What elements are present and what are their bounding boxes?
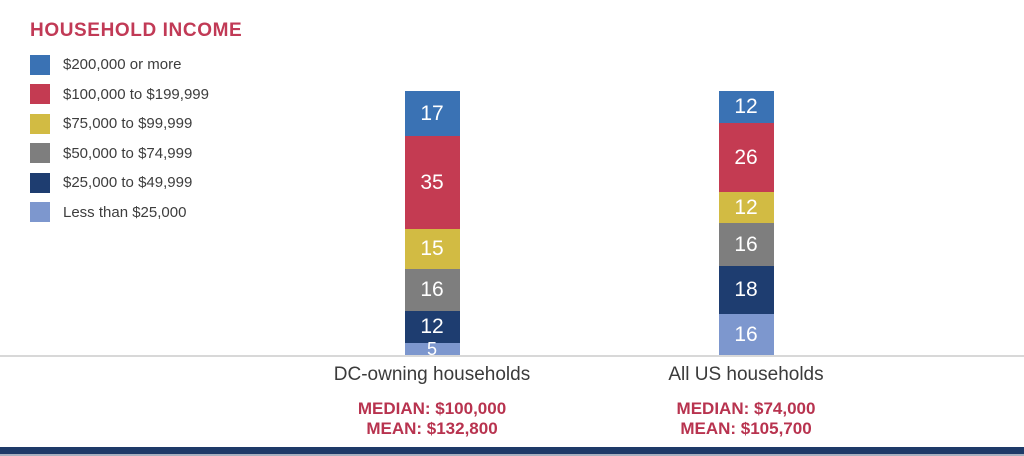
x-axis-line — [0, 355, 1024, 357]
legend-swatch — [30, 54, 50, 75]
bar-segment-value: 12 — [734, 95, 758, 119]
legend-item: $25,000 to $49,999 — [30, 172, 209, 193]
legend-swatch — [30, 84, 50, 104]
legend: $200,000 or more $100,000 to $199,999 $75,… — [30, 54, 209, 231]
legend-label: $25,000 to $49,999 — [63, 174, 193, 191]
legend-swatch — [30, 172, 50, 193]
bar-segment: 16 — [404, 268, 460, 311]
legend-item: $50,000 to $74,999 — [30, 143, 209, 164]
bar-segment-value: 12 — [420, 315, 444, 339]
bar-segment: 12 — [718, 91, 774, 123]
bar-segment: 35 — [404, 136, 460, 229]
legend-swatch — [30, 202, 50, 222]
bar-segment-value: 12 — [734, 196, 758, 220]
mean-stat-label: MEAN: $105,700 — [680, 419, 812, 438]
bar-segment-value: 26 — [734, 145, 758, 169]
mean-stat-label: MEAN: $132,800 — [366, 419, 498, 438]
bar-segment-value: 15 — [420, 237, 444, 261]
stacked-bar: 12 26 12 16 18 16 — [718, 91, 774, 356]
bar-segment-value: 16 — [734, 323, 758, 347]
median-stat-label: MEDIAN: $100,000 — [357, 399, 507, 418]
category-label: DC-owning households — [333, 364, 531, 385]
bar-segment: 5 — [404, 339, 460, 360]
legend-swatch — [30, 143, 50, 163]
chart-title: HOUSEHOLD INCOME — [30, 20, 243, 41]
median-stat-label: MEDIAN: $74,000 — [676, 399, 816, 418]
category-label: All US households — [668, 364, 824, 385]
legend-label: $75,000 to $99,999 — [63, 115, 193, 132]
bar-segment: 17 — [404, 91, 460, 137]
bar-segment: 12 — [718, 191, 774, 224]
legend-item: $100,000 to $199,999 — [30, 84, 209, 105]
bar-segment-value: 17 — [420, 102, 444, 126]
footer-accent-band — [0, 447, 1024, 454]
bar-segment-value: 18 — [734, 278, 758, 302]
legend-swatch — [30, 113, 50, 134]
legend-item: Less than $25,000 — [30, 202, 209, 223]
bar-segment: 26 — [718, 122, 774, 192]
legend-label: $200,000 or more — [63, 56, 182, 73]
legend-label: $100,000 to $199,999 — [63, 85, 209, 103]
bar-segment: 16 — [718, 223, 774, 266]
bar-segment-value: 35 — [420, 170, 444, 194]
bar-segment-value: 5 — [426, 339, 437, 360]
legend-label: Less than $25,000 — [63, 203, 187, 221]
legend-item: $75,000 to $99,999 — [30, 113, 209, 134]
bar-segment-value: 16 — [734, 233, 758, 257]
stacked-bar: 17 35 15 16 12 5 — [404, 91, 460, 360]
bar-segment: 18 — [718, 265, 774, 314]
bar-segment: 16 — [718, 313, 774, 356]
legend-label: $50,000 to $74,999 — [63, 144, 193, 162]
bar-segment: 15 — [404, 228, 460, 269]
footer-accent-band-edge — [0, 454, 1024, 456]
bar-segment: 12 — [404, 310, 460, 343]
bar-segment-value: 16 — [420, 278, 444, 302]
legend-item: $200,000 or more — [30, 54, 209, 75]
